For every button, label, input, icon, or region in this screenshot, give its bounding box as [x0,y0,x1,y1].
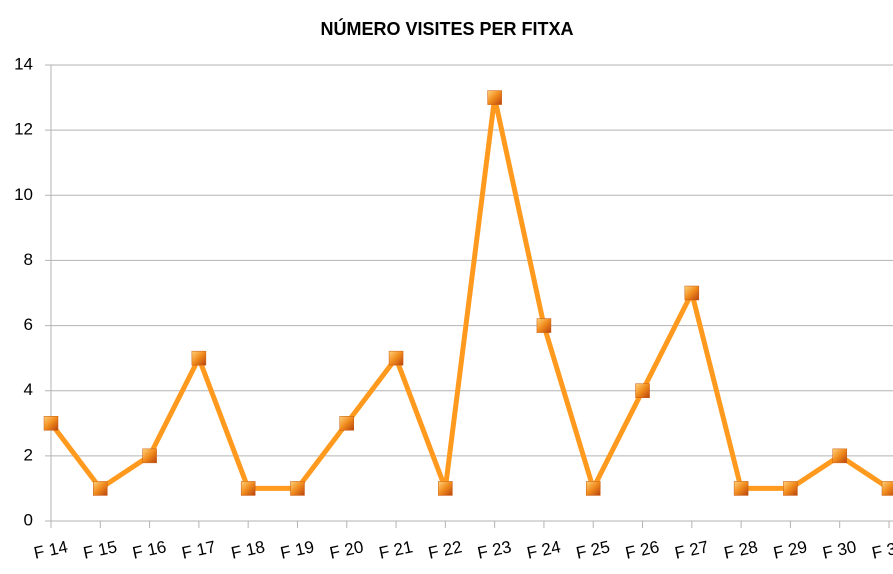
point-marker [93,481,108,496]
point-marker [487,90,502,105]
point-marker [832,448,847,464]
point-marker [240,481,256,496]
y-tick-label: 10 [14,185,33,204]
x-tick-label: F 19 [279,537,316,563]
x-tick-label: F 29 [772,537,809,563]
point-marker [438,481,453,496]
point-marker [290,481,305,496]
x-tick-label: F 21 [377,537,414,563]
y-tick-label: 12 [14,120,33,139]
x-tick-label: F 30 [821,537,858,563]
y-tick-label: 4 [24,380,33,399]
point-marker [585,481,601,496]
point-marker [388,350,404,366]
y-tick-label: 0 [24,510,33,529]
point-marker [783,481,798,496]
y-tick-label: 8 [24,250,33,269]
point-marker [536,318,552,333]
x-tick-label: F 14 [32,537,69,563]
x-tick-label: F 25 [574,537,611,563]
y-tick-label: 2 [24,445,33,464]
y-tick-label: 14 [14,54,33,73]
x-tick-label: F 16 [131,537,168,563]
x-tick-label: F 17 [180,537,217,563]
x-tick-label: F 24 [525,537,562,563]
y-tick-label: 6 [24,315,33,334]
point-marker [733,481,749,496]
x-tick-label: F 28 [722,537,759,563]
point-marker [339,416,355,431]
x-tick-label: F 18 [229,537,266,563]
x-tick-label: F 31 [870,537,893,563]
point-marker [881,481,893,496]
x-tick-label: F 22 [427,537,464,563]
x-tick-label: F 15 [81,537,118,563]
point-marker [684,285,700,301]
x-tick-label: F 20 [328,537,365,563]
point-marker [635,383,650,398]
point-marker [43,416,59,431]
x-tick-label: F 26 [624,537,661,563]
chart-title: NÚMERO VISITES PER FITXA [320,18,573,39]
point-marker [191,350,207,366]
series-line [49,95,891,491]
x-tick-label: F 23 [476,537,513,563]
point-marker [142,448,157,464]
x-tick-label: F 27 [673,537,710,563]
